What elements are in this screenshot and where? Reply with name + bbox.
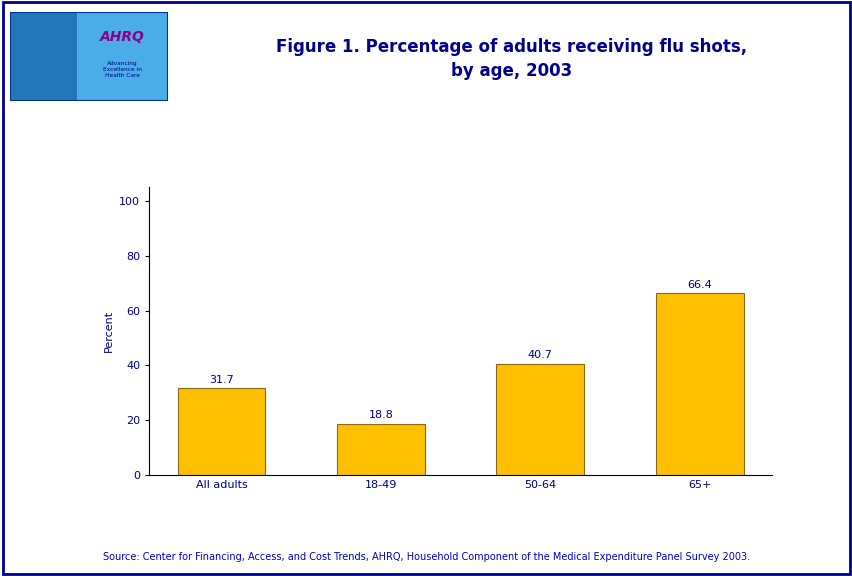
Bar [337,423,424,475]
Text: Advancing
Excellence in
Health Care: Advancing Excellence in Health Care [103,61,141,78]
Text: Figure 1. Percentage of adults receiving flu shots,
by age, 2003: Figure 1. Percentage of adults receiving… [276,38,746,79]
Text: 40.7: 40.7 [527,350,552,360]
Bar [177,388,265,475]
Y-axis label: Percent: Percent [104,310,113,353]
Text: AHRQ: AHRQ [100,29,145,44]
Text: 18.8: 18.8 [368,410,393,420]
Text: 31.7: 31.7 [209,375,233,385]
Bar [10,12,77,101]
Text: Source: Center for Financing, Access, and Cost Trends, AHRQ, Household Component: Source: Center for Financing, Access, an… [103,552,749,562]
Bar [496,363,584,475]
Bar [655,293,743,475]
Text: 66.4: 66.4 [687,280,711,290]
